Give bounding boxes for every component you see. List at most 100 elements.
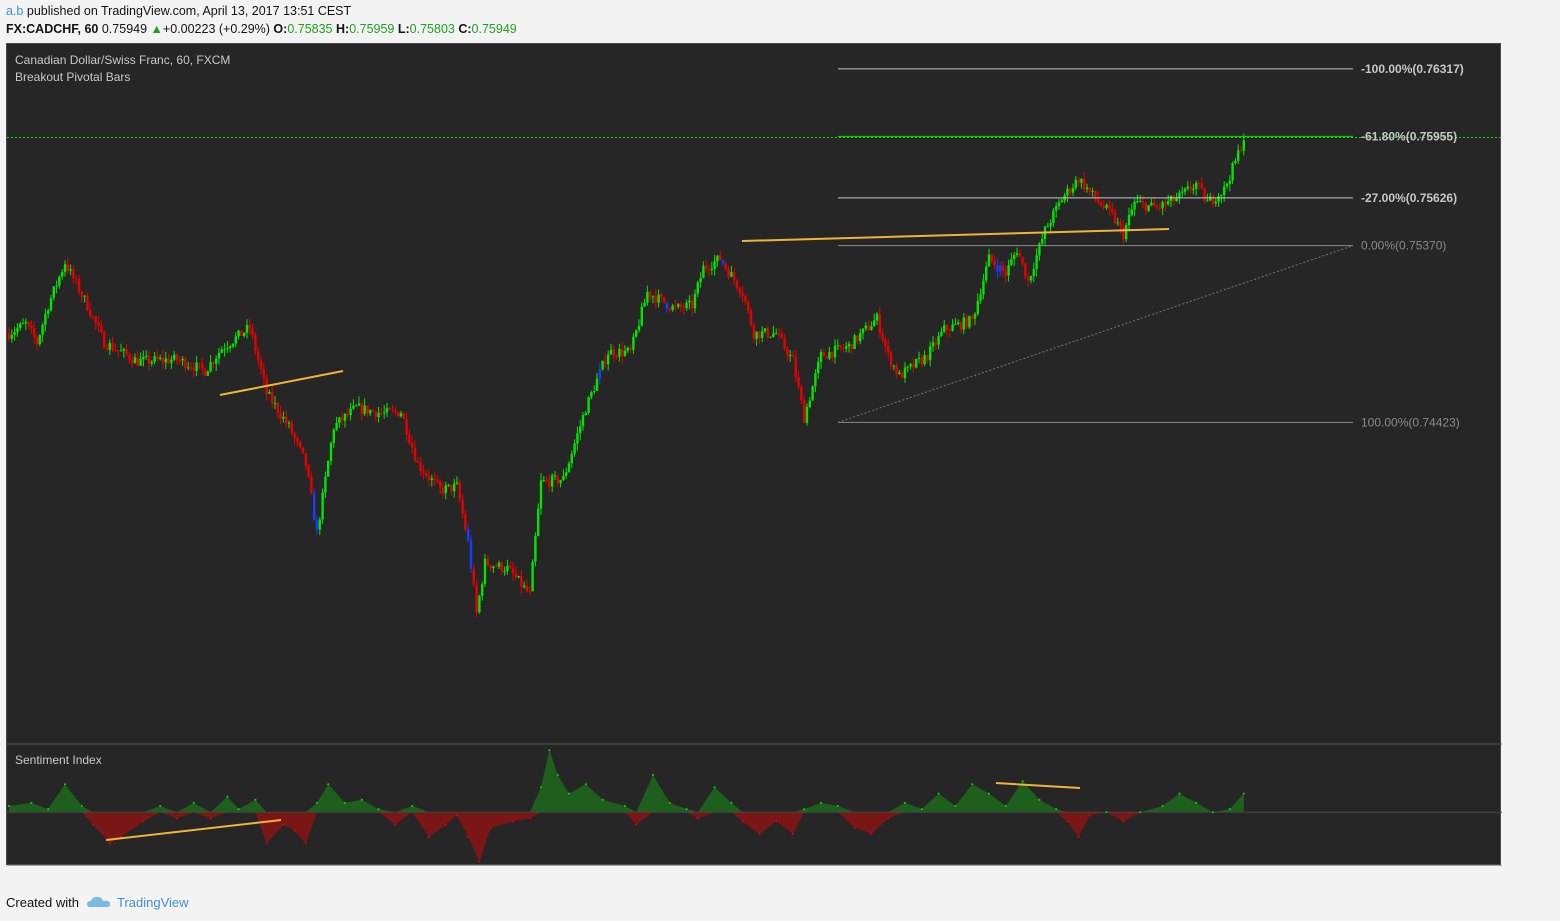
candle-body (175, 354, 179, 361)
candle-body (495, 566, 498, 568)
candle-body (422, 470, 425, 474)
candle-body (419, 462, 422, 471)
sentiment-point (428, 836, 430, 838)
candle-body (1150, 202, 1153, 206)
candle-body (329, 443, 333, 462)
candle-body (657, 294, 660, 303)
candle-body (1209, 196, 1212, 201)
sentiment-point (176, 817, 178, 820)
candle-body (587, 397, 590, 414)
candle-body (1049, 223, 1052, 227)
candle-body (450, 484, 453, 492)
candle-body (791, 355, 795, 358)
candle-body (861, 328, 865, 334)
candle-body (1097, 198, 1100, 203)
candle-body (133, 357, 137, 364)
candle-body (705, 265, 708, 269)
sentiment-point (904, 801, 906, 804)
candle-body (341, 417, 344, 421)
candle-body (1195, 182, 1198, 189)
candle-body (161, 357, 165, 363)
candle-body (649, 291, 652, 298)
candle-body (1088, 187, 1091, 192)
sentiment-point (635, 823, 638, 826)
trendline-main-2 (741, 228, 1170, 242)
candle-body (206, 371, 209, 376)
candle-body (310, 476, 313, 494)
candle-body (1172, 196, 1175, 202)
candle-body (413, 447, 417, 461)
candle-body (531, 561, 534, 592)
candle-body (391, 409, 394, 411)
sentiment-point (411, 805, 414, 807)
candle-body (951, 324, 954, 331)
candle-body (833, 345, 837, 358)
candle-body (229, 346, 232, 349)
author-link[interactable]: a.b (6, 4, 24, 18)
candle-body (1018, 253, 1021, 257)
candle-body (836, 345, 839, 347)
candle-body (349, 408, 352, 415)
candle-body (136, 357, 139, 366)
candle-body (702, 265, 705, 278)
tradingview-link[interactable]: TradingView (116, 895, 189, 910)
candle-body (1192, 188, 1195, 190)
candle-body (741, 293, 744, 296)
candle-body (318, 519, 321, 530)
candle-body (411, 442, 414, 448)
sentiment-point (696, 817, 699, 820)
candle-body (959, 322, 963, 330)
candle-body (335, 422, 338, 430)
price-chart[interactable]: 0.764000.762000.760000.758000.756000.754… (7, 44, 1502, 866)
candle-body (35, 337, 39, 345)
candle-body (268, 391, 271, 394)
candle-body (94, 316, 97, 323)
candle-body (259, 360, 263, 370)
candle-body (724, 263, 727, 269)
candle-body (887, 346, 890, 353)
candle-body (245, 325, 249, 333)
sentiment-point (1139, 811, 1142, 814)
sentiment-point (741, 820, 744, 823)
candle-body (49, 298, 53, 311)
sentiment-point (142, 820, 145, 823)
candle-body (957, 322, 960, 324)
sentiment-point (1021, 780, 1024, 783)
candle-body (1169, 196, 1173, 202)
candle-body (926, 355, 929, 361)
candle-body (548, 480, 551, 487)
candle-body (945, 325, 949, 331)
candle-body (58, 276, 61, 286)
sentiment-point (713, 786, 716, 789)
candle-body (1060, 200, 1063, 203)
candle-body (100, 325, 103, 332)
candle-body (1113, 212, 1117, 224)
candle-body (1217, 196, 1220, 202)
chart-panel[interactable]: 0.764000.762000.760000.758000.756000.754… (6, 43, 1502, 866)
candle-body (679, 304, 683, 308)
candle-body (1119, 222, 1122, 227)
candle-body (16, 328, 19, 333)
candle-body (142, 356, 145, 360)
candle-body (125, 349, 128, 355)
candle-body (663, 296, 666, 303)
candle-body (52, 286, 55, 299)
candle-body (864, 325, 867, 329)
candle-body (1035, 255, 1038, 270)
candle-body (145, 355, 148, 357)
close-value: 0.75949 (471, 22, 517, 36)
sentiment-point (1195, 801, 1198, 804)
candle-body (301, 447, 305, 454)
candle-body (1105, 204, 1108, 209)
candle-body (878, 313, 881, 333)
candle-body (898, 372, 901, 375)
candle-body (315, 520, 319, 530)
candle-body (971, 316, 974, 319)
candle-body (979, 294, 982, 301)
candle-body (509, 565, 512, 568)
candle-body (884, 339, 887, 347)
candle-body (131, 359, 134, 364)
candle-body (461, 499, 464, 514)
sentiment-point (226, 795, 229, 798)
low-label: L: (397, 22, 410, 36)
